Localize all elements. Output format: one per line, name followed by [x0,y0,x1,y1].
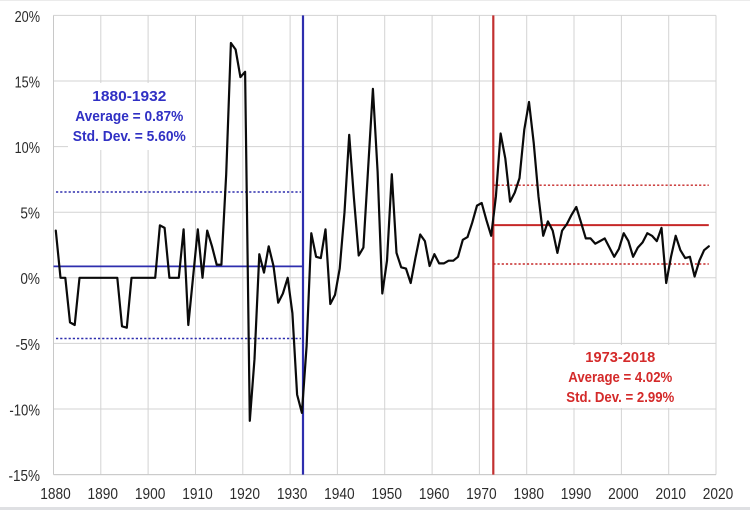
svg-text:1950: 1950 [371,486,402,503]
svg-text:1900: 1900 [135,486,166,503]
svg-text:15%: 15% [15,74,40,91]
svg-text:1990: 1990 [561,486,592,503]
svg-text:2020: 2020 [703,486,734,503]
svg-text:-5%: -5% [16,337,41,354]
svg-text:2000: 2000 [608,486,639,503]
svg-text:1960: 1960 [419,486,450,503]
svg-text:1970: 1970 [466,486,497,503]
svg-text:2010: 2010 [655,486,686,503]
svg-text:1940: 1940 [324,486,355,503]
svg-text:-10%: -10% [9,402,40,419]
svg-text:1890: 1890 [88,486,119,503]
svg-text:1880: 1880 [40,486,71,503]
svg-text:1930: 1930 [277,486,308,503]
svg-text:1920: 1920 [230,486,261,503]
svg-text:Std. Dev. = 5.60%: Std. Dev. = 5.60% [73,128,186,145]
svg-text:1980: 1980 [513,486,544,503]
svg-text:5%: 5% [20,206,40,223]
svg-text:20%: 20% [15,9,40,26]
svg-text:1880-1932: 1880-1932 [92,88,166,105]
svg-text:0%: 0% [20,271,40,288]
svg-text:1973-2018: 1973-2018 [585,349,655,366]
svg-text:Std. Dev. = 2.99%: Std. Dev. = 2.99% [566,389,674,406]
svg-text:10%: 10% [15,140,40,157]
svg-text:Average = 0.87%: Average = 0.87% [75,108,183,125]
svg-text:1910: 1910 [182,486,213,503]
svg-text:-15%: -15% [9,468,41,485]
svg-text:Average = 4.02%: Average = 4.02% [568,369,672,386]
